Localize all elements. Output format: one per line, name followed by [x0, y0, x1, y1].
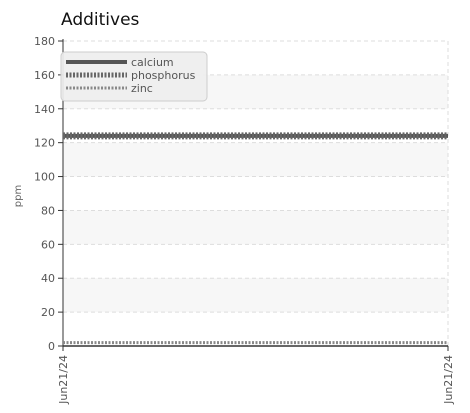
series-lines	[63, 132, 448, 345]
x-tick-label: Jun21/24	[442, 355, 455, 405]
y-tick-label: 100	[34, 171, 55, 184]
y-tick-label: 0	[48, 340, 55, 353]
background-band	[63, 142, 448, 177]
y-tick-label: 20	[41, 306, 55, 319]
y-tick-label: 60	[41, 238, 55, 251]
y-tick-label: 160	[34, 69, 55, 82]
background-band	[63, 278, 448, 313]
plot-background-bands	[63, 74, 448, 313]
chart-title: Additives	[61, 10, 140, 30]
y-axis-ticks: 0 20 40 60 80 100 120 140 160 180	[34, 35, 63, 353]
legend-label-calcium: calcium	[131, 56, 174, 69]
y-tick-label: 180	[34, 35, 55, 48]
y-tick-label: 40	[41, 272, 55, 285]
x-tick-label: Jun21/24	[57, 355, 70, 405]
background-band	[63, 210, 448, 245]
legend-label-zinc: zinc	[131, 82, 153, 95]
y-axis-label: ppm	[13, 185, 24, 207]
x-axis-ticks: Jun21/24 Jun21/24	[57, 346, 455, 405]
y-tick-label: 140	[34, 103, 55, 116]
y-tick-label: 80	[41, 204, 55, 217]
y-tick-label: 120	[34, 137, 55, 150]
legend-label-phosphorus: phosphorus	[131, 69, 196, 82]
